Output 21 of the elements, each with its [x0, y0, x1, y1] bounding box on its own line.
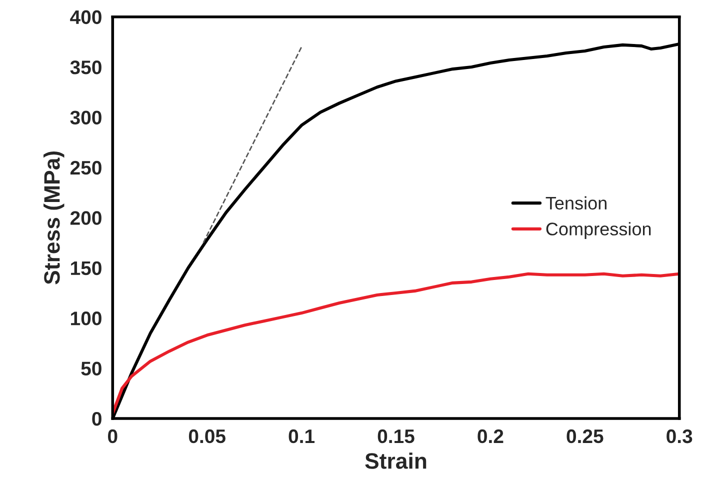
- x-tick-label: 0.1: [288, 429, 315, 444]
- legend-label: Tension: [546, 196, 606, 210]
- y-tick-label: 0: [92, 412, 102, 426]
- x-axis-title: Strain: [365, 452, 426, 469]
- y-axis-title: Stress (MPa): [44, 151, 64, 284]
- y-tick-label: 300: [70, 110, 102, 125]
- x-tick-label: 0.2: [478, 429, 504, 444]
- legend-label: Compression: [546, 222, 651, 239]
- line-series: [112, 272, 680, 415]
- x-tick-label: 0.05: [188, 429, 226, 444]
- x-tick-label: 0.15: [378, 429, 414, 444]
- y-tick-label: 50: [81, 362, 102, 376]
- y-tick-label: 250: [70, 160, 102, 175]
- x-tick-label: 0.25: [566, 429, 604, 444]
- x-tick-label: 0: [108, 429, 118, 444]
- y-tick-label: 200: [70, 211, 102, 225]
- x-tick-label: 0.3: [666, 429, 692, 444]
- y-tick-label: 400: [70, 10, 102, 24]
- y-tick-label: 350: [70, 60, 102, 74]
- y-tick-label: 150: [71, 261, 102, 276]
- y-tick-label: 100: [71, 312, 102, 326]
